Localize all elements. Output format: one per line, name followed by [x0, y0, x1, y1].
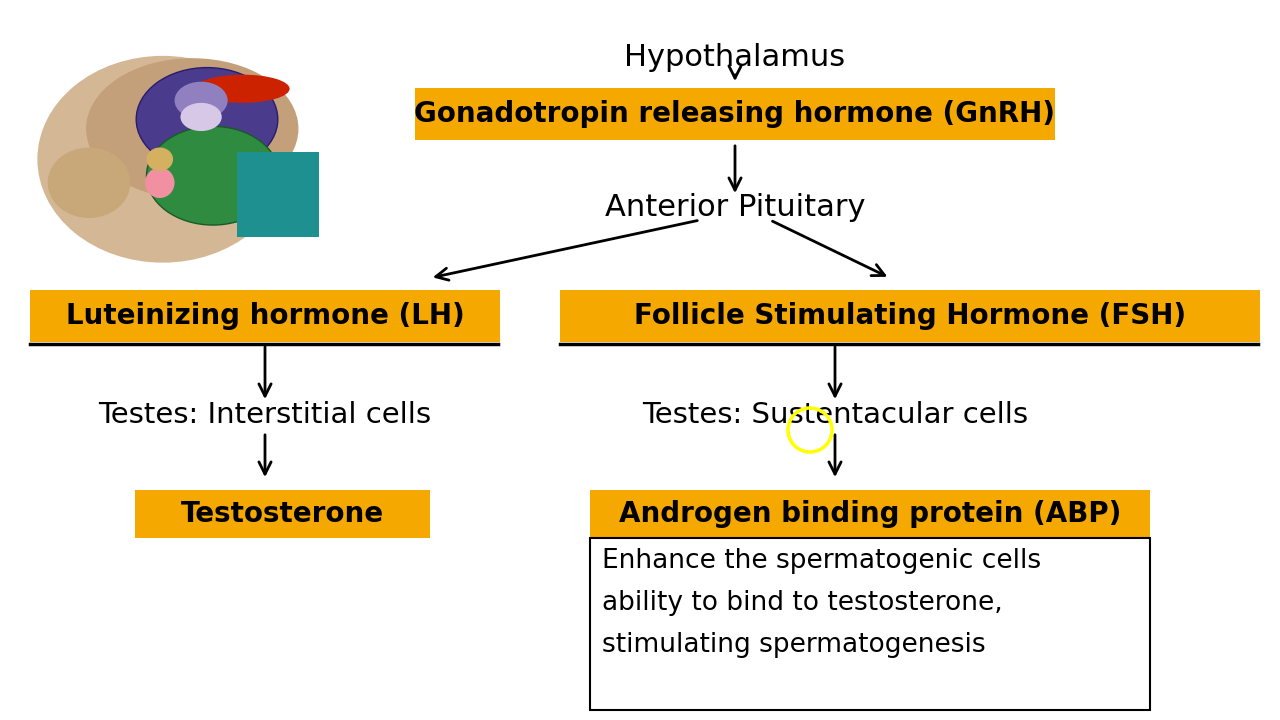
Ellipse shape: [145, 168, 174, 198]
Text: Enhance the spermatogenic cells
ability to bind to testosterone,
stimulating spe: Enhance the spermatogenic cells ability …: [602, 548, 1041, 658]
Text: Testes: Sustentacular cells: Testes: Sustentacular cells: [643, 401, 1028, 429]
Bar: [590, 538, 1149, 710]
Text: Luteinizing hormone (LH): Luteinizing hormone (LH): [65, 302, 465, 330]
Ellipse shape: [136, 68, 278, 171]
Text: Testes: Interstitial cells: Testes: Interstitial cells: [99, 401, 431, 429]
Text: Follicle Stimulating Hormone (FSH): Follicle Stimulating Hormone (FSH): [634, 302, 1187, 330]
Bar: [29, 290, 500, 342]
Ellipse shape: [47, 148, 131, 218]
Ellipse shape: [37, 56, 288, 263]
Ellipse shape: [195, 75, 289, 103]
Bar: [561, 290, 1260, 342]
Text: Testosterone: Testosterone: [180, 500, 384, 528]
Ellipse shape: [174, 81, 228, 120]
Bar: [134, 490, 430, 538]
Bar: [415, 88, 1055, 140]
Text: Gonadotropin releasing hormone (GnRH): Gonadotropin releasing hormone (GnRH): [415, 100, 1056, 128]
Text: Androgen binding protein (ABP): Androgen binding protein (ABP): [618, 500, 1121, 528]
Bar: [590, 490, 1149, 538]
Ellipse shape: [146, 148, 173, 171]
Text: Anterior Pituitary: Anterior Pituitary: [604, 194, 865, 222]
Ellipse shape: [86, 58, 298, 199]
Ellipse shape: [180, 103, 221, 131]
Ellipse shape: [146, 126, 279, 225]
Bar: [237, 152, 319, 237]
Text: Hypothalamus: Hypothalamus: [625, 43, 846, 73]
